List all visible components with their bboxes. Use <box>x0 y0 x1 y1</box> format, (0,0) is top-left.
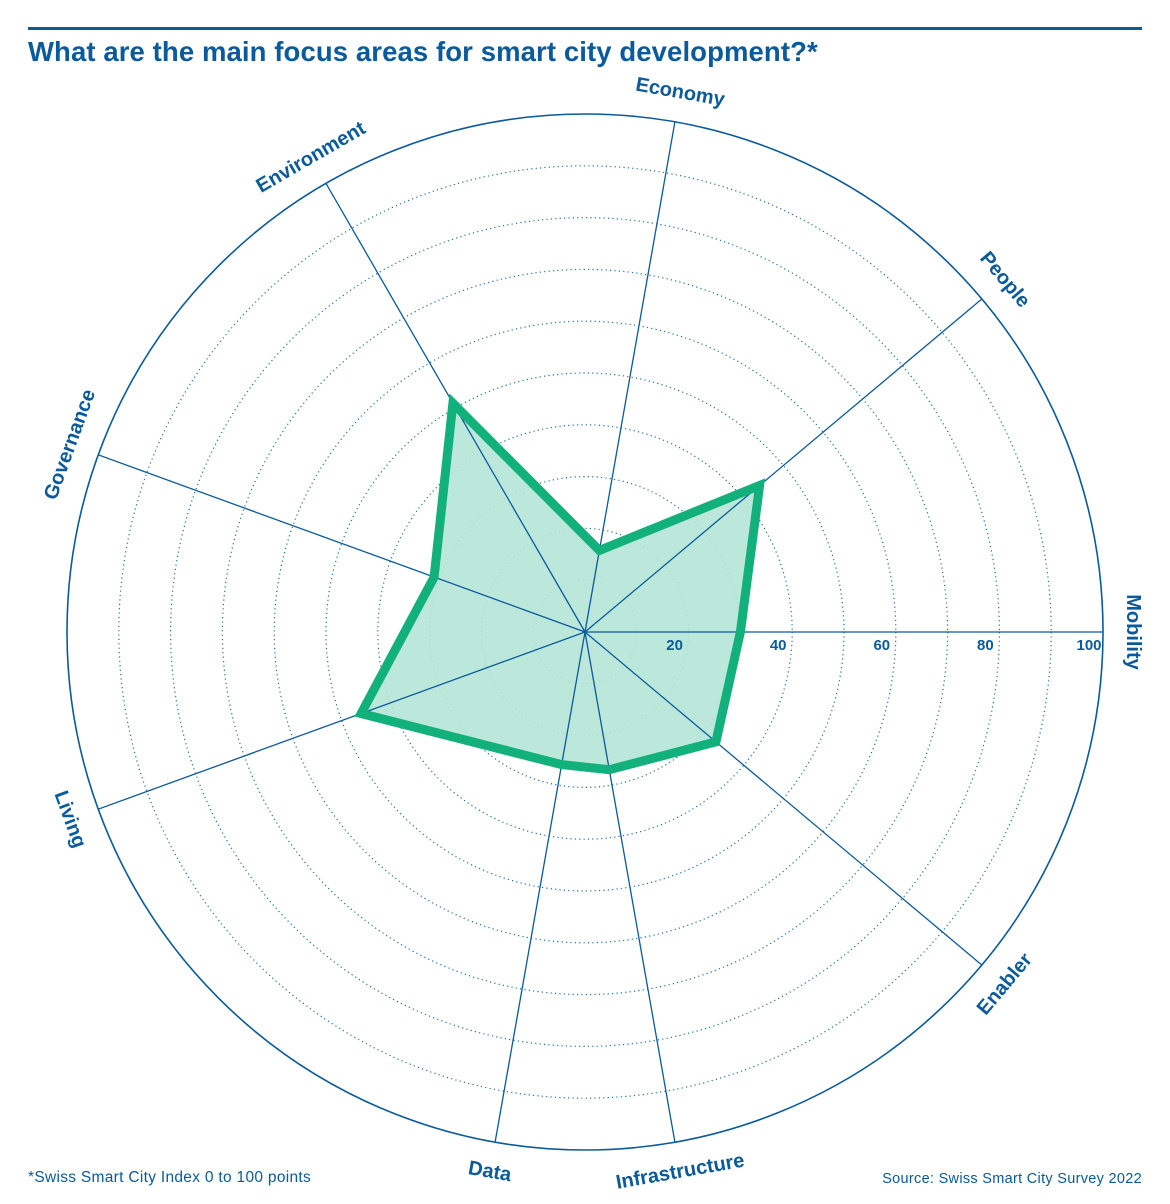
axis-label-environment: Environment <box>253 117 370 197</box>
data-point-economy <box>597 548 602 553</box>
axis-label-economy: Economy <box>634 74 727 111</box>
data-point-people <box>757 483 762 488</box>
axis-label-living: Living <box>50 788 91 851</box>
data-point-governance <box>432 575 437 580</box>
series-line <box>354 393 766 775</box>
data-point-environment <box>450 401 455 406</box>
data-point-enabler <box>713 739 718 744</box>
tick-label: 100 <box>1076 637 1101 654</box>
data-point-infrastructure <box>607 767 612 772</box>
axis-label-governance: Governance <box>40 387 100 503</box>
axis-label-mobility: Mobility <box>1122 594 1144 670</box>
axis-label-infrastructure: Infrastructure <box>614 1150 746 1194</box>
tick-label: 60 <box>873 637 890 654</box>
series-layer <box>97 121 1103 1143</box>
tick-labels: 20 40 60 80 100 <box>666 637 1101 654</box>
data-point-mobility <box>738 630 743 634</box>
tick-label: 40 <box>770 637 787 654</box>
spoke <box>97 631 586 810</box>
tick-label: 80 <box>977 637 994 654</box>
spoke <box>584 298 983 633</box>
axis-label-enabler: Enabler <box>973 949 1037 1020</box>
spoke <box>494 631 586 1143</box>
series-area <box>361 403 760 770</box>
spoke <box>584 631 983 966</box>
data-point-living <box>359 711 364 716</box>
axis-label-data: Data <box>467 1157 514 1186</box>
data-point-data <box>559 762 564 767</box>
chart-title: What are the main focus areas for smart … <box>28 36 818 67</box>
source-note: Source: Swiss Smart City Survey 2022 <box>882 1171 1142 1187</box>
tick-label: 20 <box>666 637 683 654</box>
spoke <box>584 631 676 1143</box>
spoke <box>97 454 586 633</box>
footnote: *Swiss Smart City Index 0 to 100 points <box>28 1169 312 1186</box>
top-rule <box>28 27 1142 30</box>
